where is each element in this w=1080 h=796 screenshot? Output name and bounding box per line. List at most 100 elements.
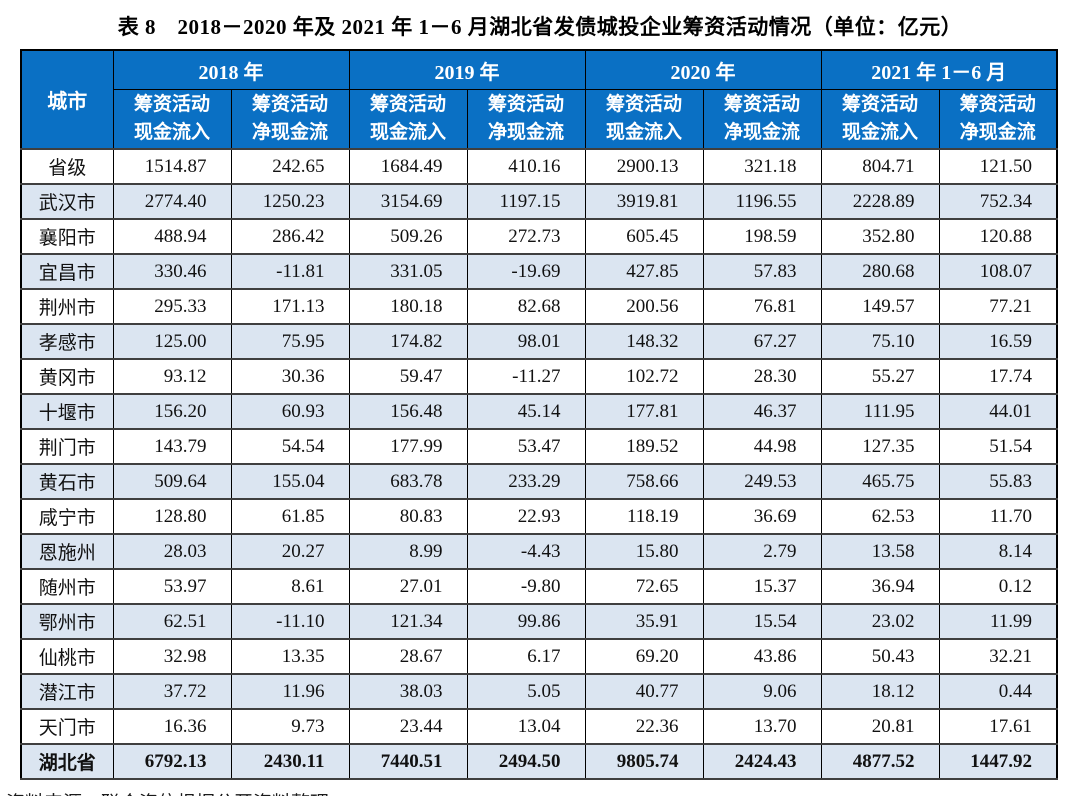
table-row: 鄂州市 62.51 -11.10 121.34 99.86 35.91 15.5…: [20, 603, 1058, 640]
value-cell: 15.80: [584, 533, 704, 570]
table-row: 咸宁市 128.80 61.85 80.83 22.93 118.19 36.6…: [20, 498, 1058, 535]
city-cell: 湖北省: [20, 743, 114, 780]
value-cell: 98.01: [466, 323, 586, 360]
value-cell: 605.45: [584, 218, 704, 255]
subheader-net-cashflow: 筹资活动 净现金流: [466, 89, 586, 150]
table-row: 黄冈市 93.12 30.36 59.47 -11.27 102.72 28.3…: [20, 358, 1058, 395]
value-cell: 50.43: [820, 638, 940, 675]
value-cell: 9.06: [702, 673, 822, 710]
value-cell: 59.47: [348, 358, 468, 395]
value-cell: 11.99: [938, 603, 1058, 640]
table-body: 省级 1514.87 242.65 1684.49 410.16 2900.13…: [20, 148, 1058, 780]
value-cell: 143.79: [112, 428, 232, 465]
value-cell: 53.97: [112, 568, 232, 605]
value-cell: 16.59: [938, 323, 1058, 360]
value-cell: 67.27: [702, 323, 822, 360]
value-cell: 280.68: [820, 253, 940, 290]
subheader-net-cashflow: 筹资活动 净现金流: [702, 89, 822, 150]
year-header-2021h1: 2021 年 1－6 月: [820, 50, 1058, 90]
table-row: 荆门市 143.79 54.54 177.99 53.47 189.52 44.…: [20, 428, 1058, 465]
value-cell: 60.93: [230, 393, 350, 430]
value-cell: 330.46: [112, 253, 232, 290]
value-cell: 4877.52: [820, 743, 940, 780]
value-cell: 80.83: [348, 498, 468, 535]
city-cell: 宜昌市: [20, 253, 114, 290]
value-cell: 2774.40: [112, 183, 232, 220]
source-note: 资料来源：联合资信根据公开资料整理: [0, 780, 1080, 796]
value-cell: 36.94: [820, 568, 940, 605]
value-cell: 13.04: [466, 708, 586, 745]
value-cell: 488.94: [112, 218, 232, 255]
value-cell: 198.59: [702, 218, 822, 255]
table-row: 襄阳市 488.94 286.42 509.26 272.73 605.45 1…: [20, 218, 1058, 255]
table-row: 宜昌市 330.46 -11.81 331.05 -19.69 427.85 5…: [20, 253, 1058, 290]
value-cell: 13.58: [820, 533, 940, 570]
value-cell: 1197.15: [466, 183, 586, 220]
value-cell: 22.93: [466, 498, 586, 535]
value-cell: 171.13: [230, 288, 350, 325]
value-cell: 180.18: [348, 288, 468, 325]
value-cell: 30.36: [230, 358, 350, 395]
subheader-net-cashflow: 筹资活动 净现金流: [230, 89, 350, 150]
value-cell: -11.27: [466, 358, 586, 395]
year-header-2020: 2020 年: [584, 50, 822, 90]
value-cell: 1250.23: [230, 183, 350, 220]
value-cell: 8.99: [348, 533, 468, 570]
value-cell: 35.91: [584, 603, 704, 640]
subheader-net-cashflow: 筹资活动 净现金流: [938, 89, 1058, 150]
value-cell: 18.12: [820, 673, 940, 710]
value-cell: 62.53: [820, 498, 940, 535]
value-cell: 0.44: [938, 673, 1058, 710]
city-cell: 孝感市: [20, 323, 114, 360]
value-cell: 683.78: [348, 463, 468, 500]
value-cell: 125.00: [112, 323, 232, 360]
value-cell: 99.86: [466, 603, 586, 640]
value-cell: 5.05: [466, 673, 586, 710]
table-row: 十堰市 156.20 60.93 156.48 45.14 177.81 46.…: [20, 393, 1058, 430]
value-cell: 23.44: [348, 708, 468, 745]
value-cell: 15.37: [702, 568, 822, 605]
value-cell: 8.61: [230, 568, 350, 605]
value-cell: 758.66: [584, 463, 704, 500]
year-header-2018: 2018 年: [112, 50, 350, 90]
value-cell: 2.79: [702, 533, 822, 570]
value-cell: 7440.51: [348, 743, 468, 780]
value-cell: 2494.50: [466, 743, 586, 780]
value-cell: 32.98: [112, 638, 232, 675]
subheader-cash-inflow: 筹资活动 现金流入: [112, 89, 232, 150]
value-cell: 2900.13: [584, 148, 704, 185]
value-cell: 46.37: [702, 393, 822, 430]
value-cell: 233.29: [466, 463, 586, 500]
value-cell: 1514.87: [112, 148, 232, 185]
subheader-cash-inflow: 筹资活动 现金流入: [348, 89, 468, 150]
value-cell: 804.71: [820, 148, 940, 185]
city-cell: 仙桃市: [20, 638, 114, 675]
value-cell: 410.16: [466, 148, 586, 185]
value-cell: 28.03: [112, 533, 232, 570]
subheader-row: 筹资活动 现金流入 筹资活动 净现金流 筹资活动 现金流入 筹资活动 净现金流 …: [21, 89, 1058, 150]
value-cell: 17.74: [938, 358, 1058, 395]
table-row: 武汉市 2774.40 1250.23 3154.69 1197.15 3919…: [20, 183, 1058, 220]
value-cell: 57.83: [702, 253, 822, 290]
value-cell: 108.07: [938, 253, 1058, 290]
value-cell: 44.01: [938, 393, 1058, 430]
value-cell: 249.53: [702, 463, 822, 500]
value-cell: 28.67: [348, 638, 468, 675]
value-cell: 200.56: [584, 288, 704, 325]
city-cell: 恩施州: [20, 533, 114, 570]
value-cell: 120.88: [938, 218, 1058, 255]
value-cell: 177.99: [348, 428, 468, 465]
value-cell: 0.12: [938, 568, 1058, 605]
table-row: 潜江市 37.72 11.96 38.03 5.05 40.77 9.06 18…: [20, 673, 1058, 710]
city-cell: 黄石市: [20, 463, 114, 500]
city-cell: 潜江市: [20, 673, 114, 710]
value-cell: 77.21: [938, 288, 1058, 325]
value-cell: 272.73: [466, 218, 586, 255]
value-cell: -11.81: [230, 253, 350, 290]
table-header: 城市 2018 年 2019 年 2020 年 2021 年 1－6 月 筹资活…: [20, 50, 1058, 150]
table-row: 省级 1514.87 242.65 1684.49 410.16 2900.13…: [20, 148, 1058, 185]
value-cell: 127.35: [820, 428, 940, 465]
value-cell: 6792.13: [112, 743, 232, 780]
table-row: 黄石市 509.64 155.04 683.78 233.29 758.66 2…: [20, 463, 1058, 500]
